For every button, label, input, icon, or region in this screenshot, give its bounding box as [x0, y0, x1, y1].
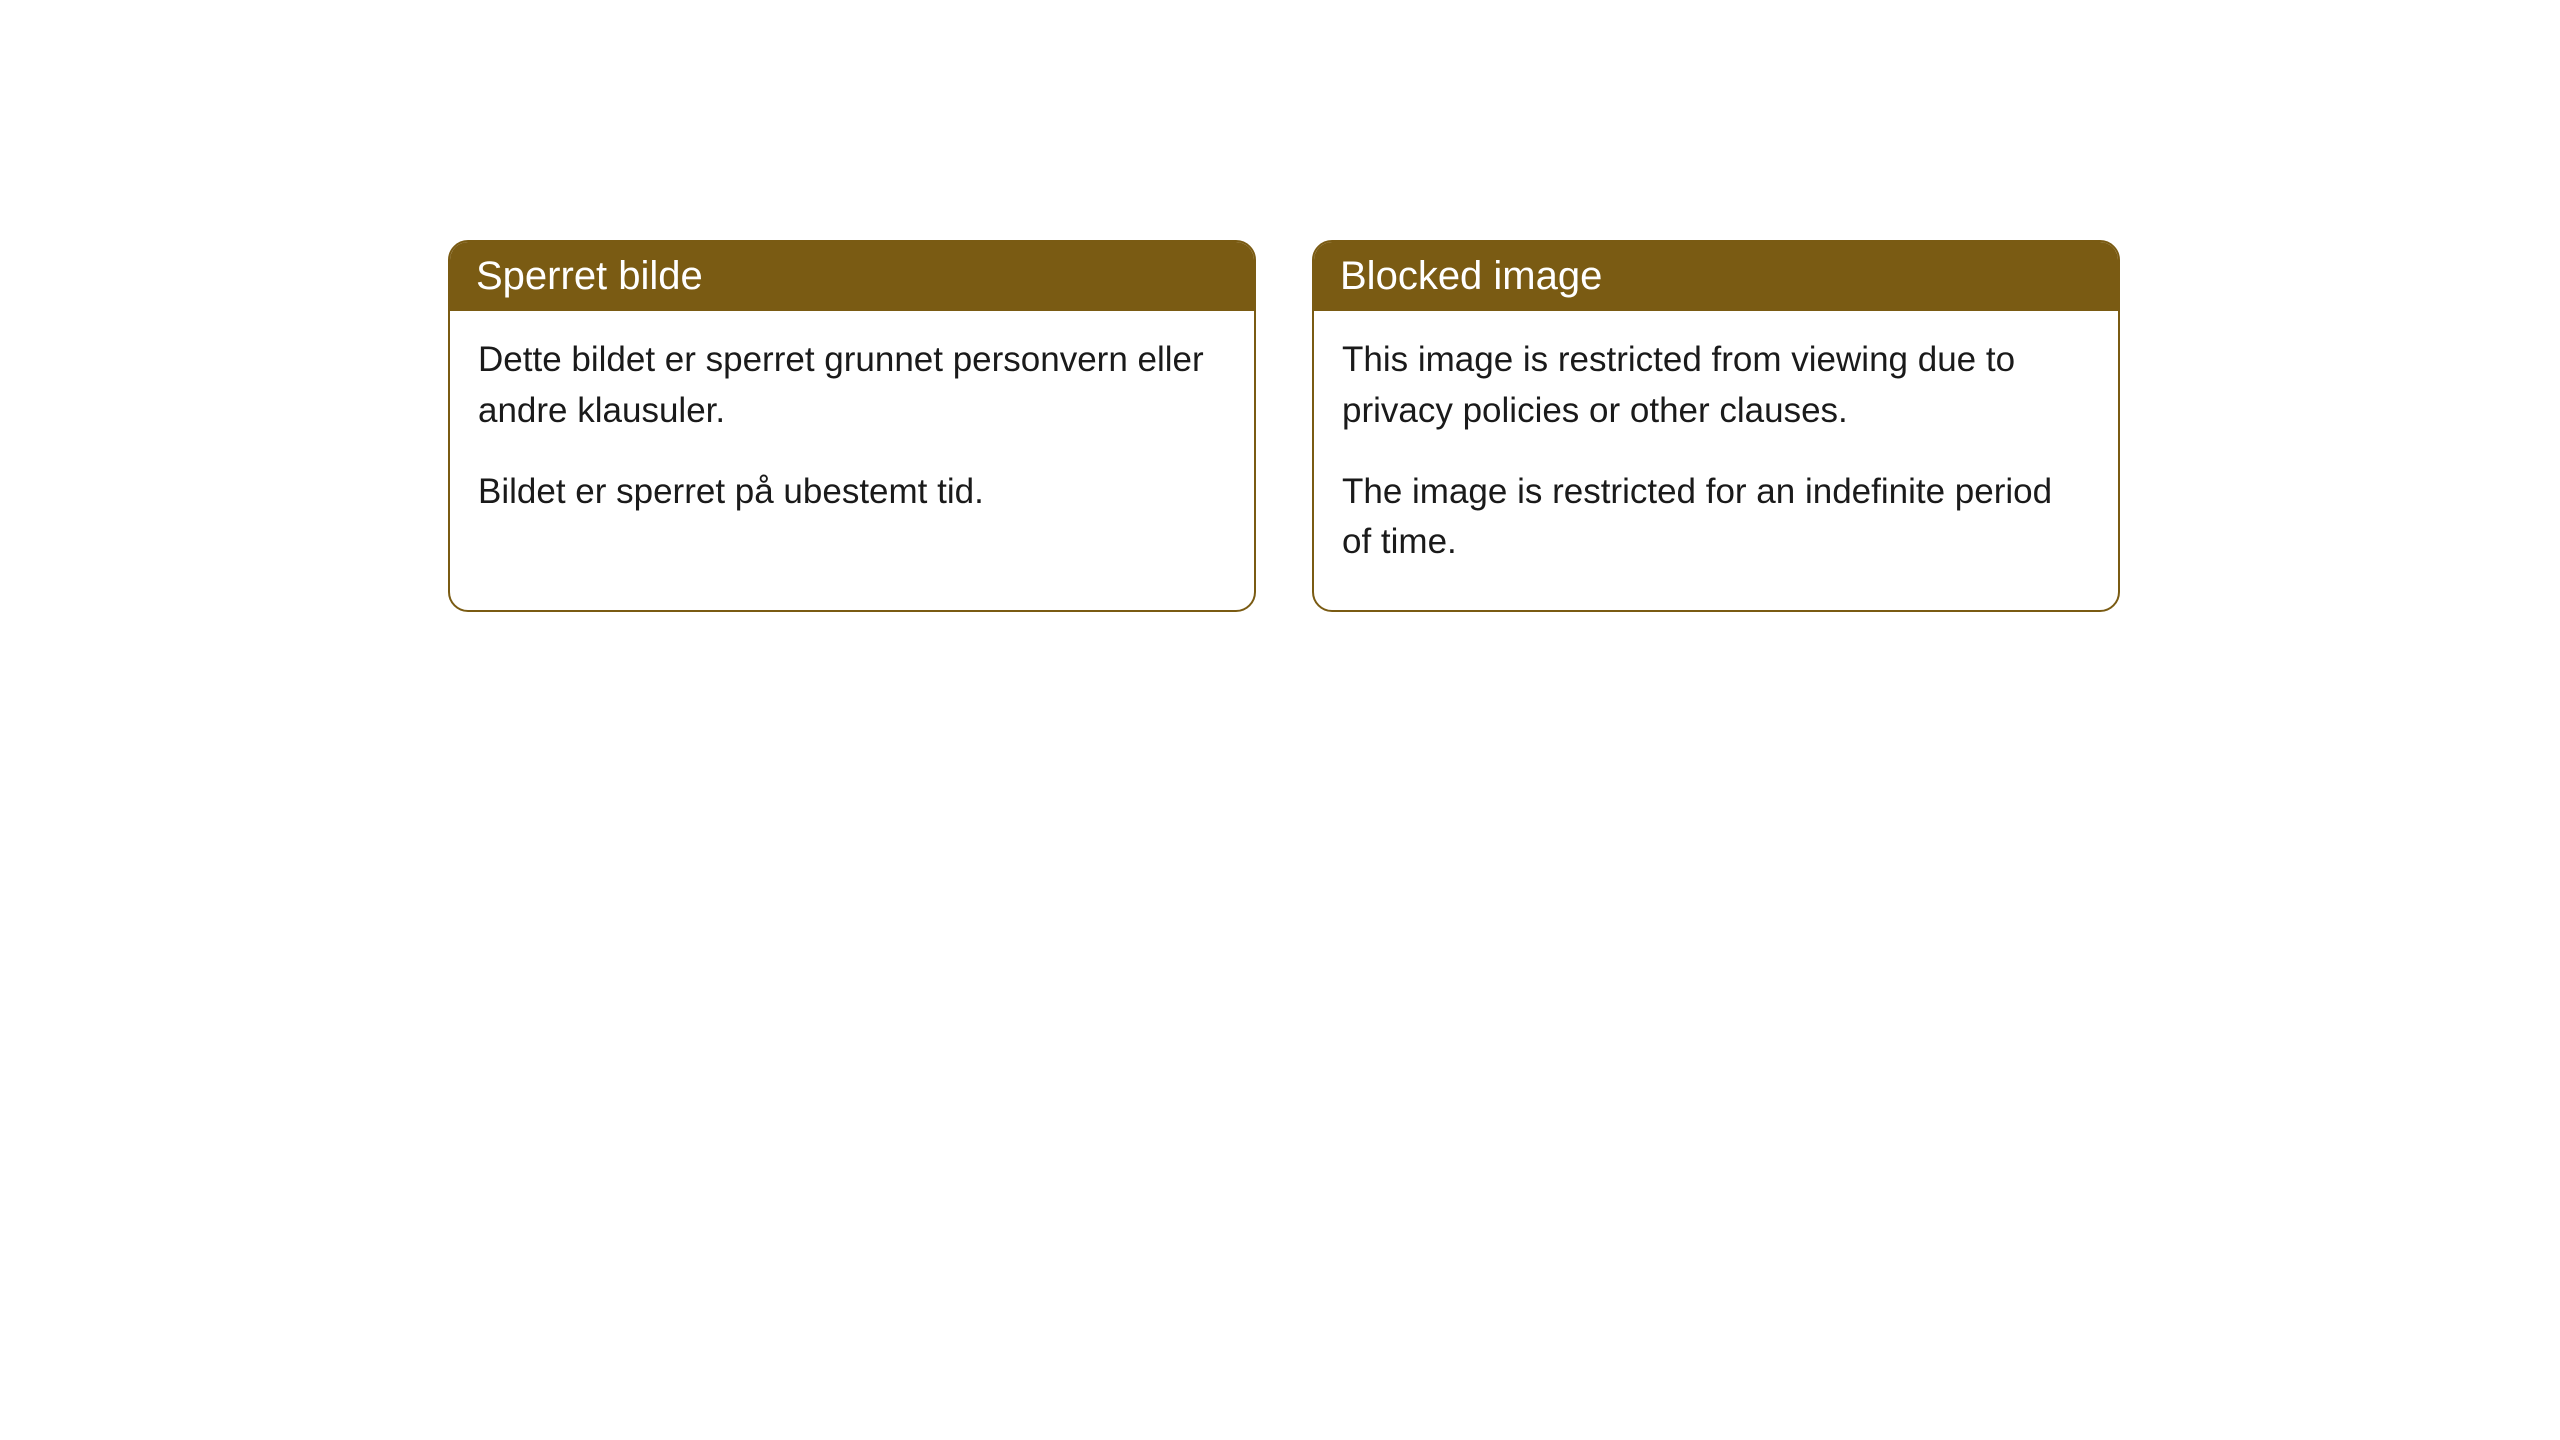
card-body-en: This image is restricted from viewing du… [1314, 311, 2118, 610]
card-header-no: Sperret bilde [450, 242, 1254, 311]
card-paragraph1-no: Dette bildet er sperret grunnet personve… [478, 335, 1226, 437]
blocked-image-card-en: Blocked image This image is restricted f… [1312, 240, 2120, 612]
notice-cards-container: Sperret bilde Dette bildet er sperret gr… [448, 240, 2560, 612]
card-body-no: Dette bildet er sperret grunnet personve… [450, 311, 1254, 559]
card-title-no: Sperret bilde [476, 254, 703, 298]
card-title-en: Blocked image [1340, 254, 1602, 298]
card-paragraph2-en: The image is restricted for an indefinit… [1342, 467, 2090, 569]
card-paragraph1-en: This image is restricted from viewing du… [1342, 335, 2090, 437]
card-paragraph2-no: Bildet er sperret på ubestemt tid. [478, 467, 1226, 518]
blocked-image-card-no: Sperret bilde Dette bildet er sperret gr… [448, 240, 1256, 612]
card-header-en: Blocked image [1314, 242, 2118, 311]
